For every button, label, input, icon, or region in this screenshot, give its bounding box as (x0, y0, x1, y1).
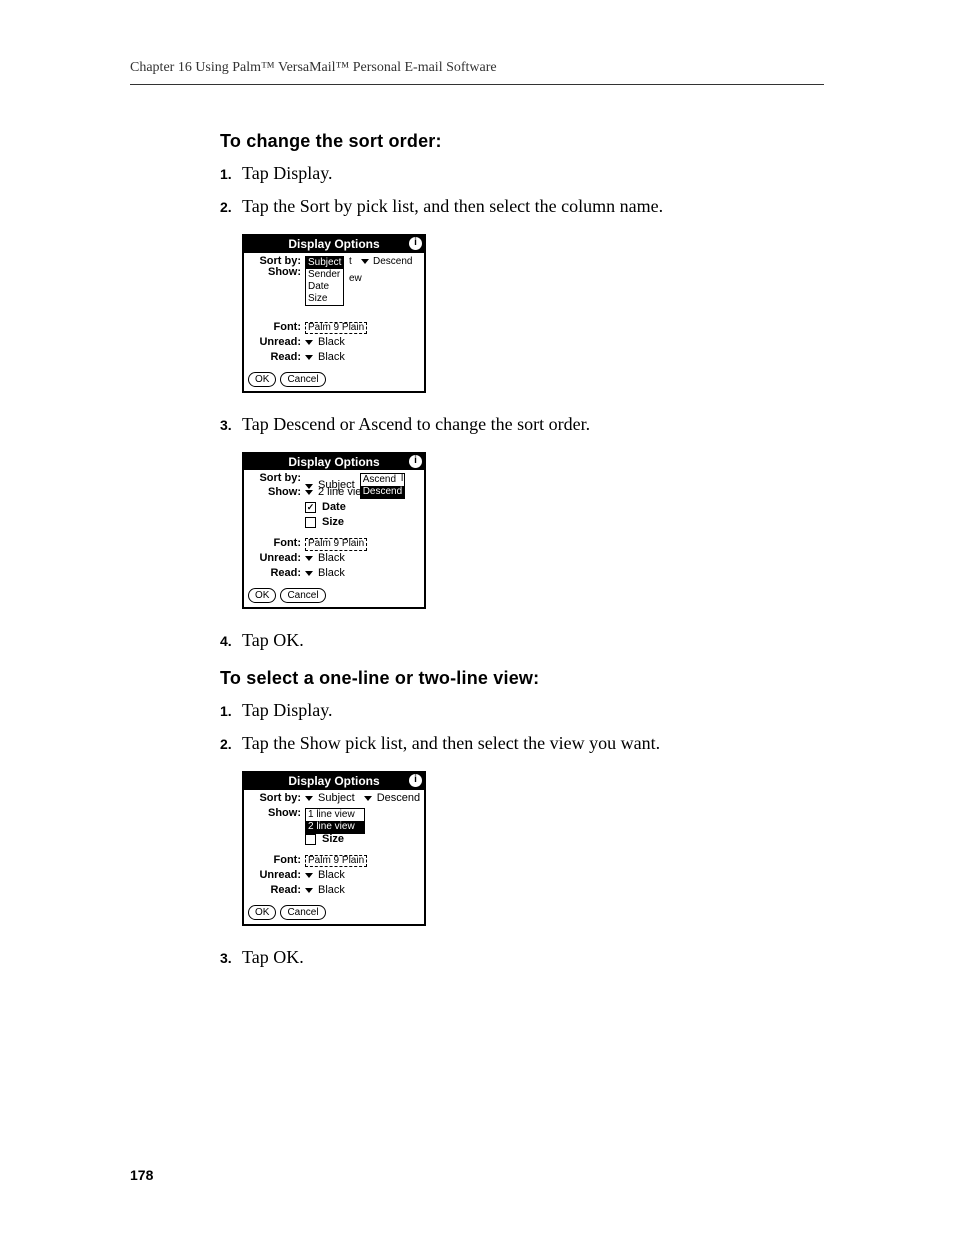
font-selector[interactable]: Palm 9 Plain (305, 538, 367, 551)
picklist-option[interactable]: Sender (306, 269, 343, 281)
font-label: Font: (248, 538, 305, 550)
unread-label: Unread: (248, 553, 305, 565)
dialog-title: Display Options i (244, 236, 424, 253)
chevron-down-icon (361, 259, 369, 264)
sortby-picklist[interactable]: Subject Sender Date Size (305, 256, 344, 306)
size-checkbox[interactable] (305, 834, 316, 845)
section2-title: To select a one-line or two-line view: (220, 668, 824, 689)
screenshot-2: Display Options i Sort by: Subject Ascen… (242, 452, 824, 610)
unread-label: Unread: (248, 337, 305, 349)
cancel-button[interactable]: Cancel (280, 588, 325, 603)
picklist-option[interactable]: Subject (306, 257, 343, 269)
font-selector[interactable]: Palm 9 Plain (305, 855, 367, 868)
unread-value[interactable]: Black (318, 870, 345, 882)
sortby-label: Sort by: (248, 793, 305, 805)
step-text: Tap the Sort by pick list, and then sele… (242, 193, 663, 220)
ok-button[interactable]: OK (248, 372, 276, 387)
order-value[interactable]: Descend (377, 793, 420, 805)
step-text: Tap Display. (242, 697, 333, 724)
font-label: Font: (248, 855, 305, 867)
picklist-option[interactable]: 1 line view (306, 809, 364, 821)
order-picklist[interactable]: Ascend Descend (360, 473, 405, 499)
unread-value[interactable]: Black (318, 337, 345, 349)
step: 1. Tap Display. (220, 697, 824, 724)
read-value[interactable]: Black (318, 885, 345, 897)
step-text: Tap the Show pick list, and then select … (242, 730, 660, 757)
read-label: Read: (248, 568, 305, 580)
font-label: Font: (248, 322, 305, 334)
unread-value[interactable]: Black (318, 553, 345, 565)
chevron-down-icon (305, 873, 313, 878)
show-label: Show: (248, 808, 305, 820)
read-label: Read: (248, 352, 305, 364)
behind-text: ew (349, 274, 362, 285)
read-value[interactable]: Black (318, 352, 345, 364)
picklist-option[interactable]: Size (306, 293, 343, 305)
cancel-button[interactable]: Cancel (280, 372, 325, 387)
picklist-option[interactable]: 2 line view (306, 821, 364, 833)
running-header-text: Chapter 16 Using Palm™ VersaMail™ Person… (130, 60, 497, 75)
section1-title: To change the sort order: (220, 131, 824, 152)
screenshot-3: Display Options i Sort by: Subject Desce… (242, 771, 824, 926)
step-number: 2. (220, 197, 242, 218)
show-value[interactable]: 2 line vie (318, 487, 361, 499)
ok-button[interactable]: OK (248, 905, 276, 920)
descend-text: Descend (373, 257, 412, 268)
page-number: 178 (130, 1167, 153, 1183)
step-number: 1. (220, 701, 242, 722)
step-number: 3. (220, 415, 242, 436)
step-text: Tap OK. (242, 944, 304, 971)
font-selector[interactable]: Palm 9 Plain (305, 322, 367, 335)
date-checkbox[interactable]: ✓ (305, 502, 316, 513)
info-icon[interactable]: i (409, 237, 422, 250)
show-picklist[interactable]: 1 line view 2 line view (305, 808, 365, 834)
size-checkbox[interactable] (305, 517, 316, 528)
picklist-option[interactable]: Date (306, 281, 343, 293)
read-value[interactable]: Black (318, 568, 345, 580)
step-number: 3. (220, 948, 242, 969)
read-label: Read: (248, 885, 305, 897)
picklist-option[interactable]: Ascend (361, 474, 404, 486)
unread-label: Unread: (248, 870, 305, 882)
ok-button[interactable]: OK (248, 588, 276, 603)
running-header: Chapter 16 Using Palm™ VersaMail™ Person… (130, 60, 824, 85)
sortby-value[interactable]: Subject (318, 793, 355, 805)
date-label: Date (322, 502, 346, 514)
dialog-title: Display Options i (244, 773, 424, 790)
step: 1. Tap Display. (220, 160, 824, 187)
chevron-down-icon (305, 556, 313, 561)
step-number: 4. (220, 631, 242, 652)
step-number: 1. (220, 164, 242, 185)
show-label: Show: (248, 267, 305, 279)
show-label: Show: (248, 487, 305, 499)
step-text: Tap OK. (242, 627, 304, 654)
info-icon[interactable]: i (409, 455, 422, 468)
chevron-down-icon (305, 571, 313, 576)
step: 2. Tap the Show pick list, and then sele… (220, 730, 824, 757)
size-label: Size (322, 517, 344, 529)
step-text: Tap Display. (242, 160, 333, 187)
chevron-down-icon (305, 355, 313, 360)
step-text: Tap Descend or Ascend to change the sort… (242, 411, 590, 438)
picklist-option[interactable]: Descend (361, 486, 404, 498)
step: 4. Tap OK. (220, 627, 824, 654)
chevron-down-icon (305, 490, 313, 495)
dialog-title: Display Options i (244, 454, 424, 471)
chevron-down-icon (364, 796, 372, 801)
behind-text: t (349, 257, 352, 268)
step: 3. Tap Descend or Ascend to change the s… (220, 411, 824, 438)
chevron-down-icon (305, 340, 313, 345)
chevron-down-icon (305, 796, 313, 801)
chevron-down-icon (305, 888, 313, 893)
screenshot-1: Display Options i Sort by: t Descend ew … (242, 234, 824, 393)
cancel-button[interactable]: Cancel (280, 905, 325, 920)
info-icon[interactable]: i (409, 774, 422, 787)
sortby-label: Sort by: (248, 473, 305, 485)
step: 3. Tap OK. (220, 944, 824, 971)
size-label: Size (322, 834, 344, 846)
step-number: 2. (220, 734, 242, 755)
step: 2. Tap the Sort by pick list, and then s… (220, 193, 824, 220)
